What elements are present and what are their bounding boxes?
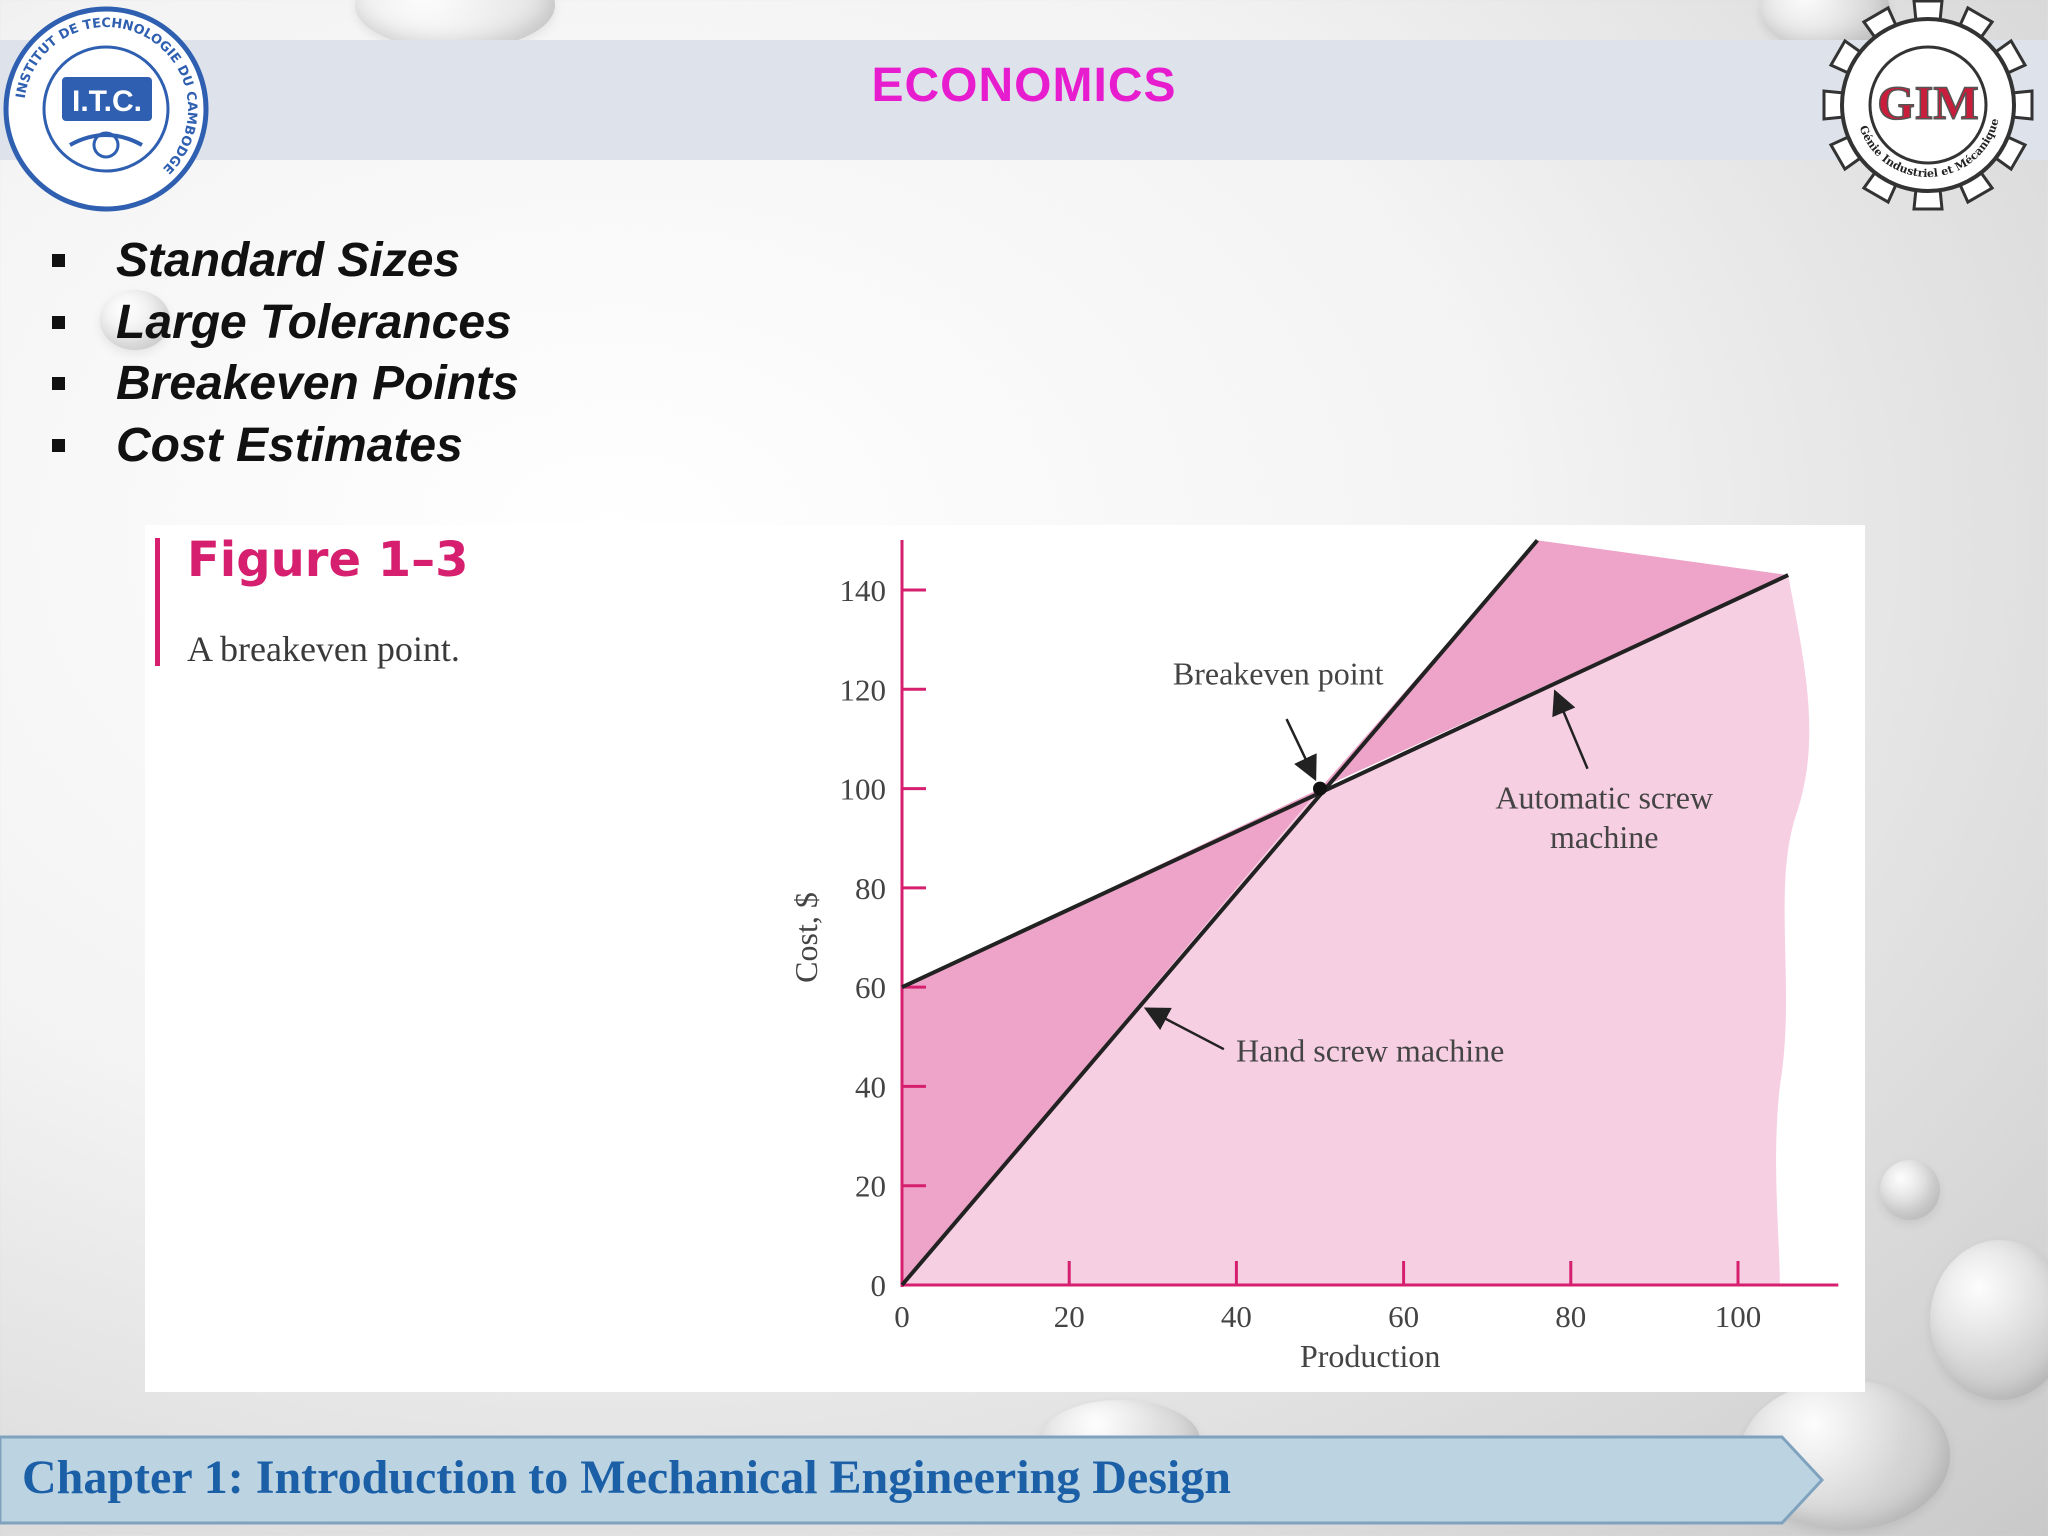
- bullet-square-icon: [52, 315, 65, 329]
- series-line-automatic-screw-machine: [901, 573, 1790, 989]
- y-tick-label: 20: [855, 1169, 886, 1204]
- chart-region-dark: [1320, 540, 1789, 789]
- footer-banner: [0, 1435, 1825, 1525]
- y-tick-label: 100: [840, 772, 887, 807]
- y-tick-label: 80: [855, 871, 886, 906]
- gim-logo-text: GIM: [1877, 77, 1978, 130]
- x-tick-label: 100: [1715, 1299, 1762, 1334]
- y-axis-label: Cost, $: [788, 892, 824, 983]
- x-tick-label: 60: [1388, 1299, 1419, 1334]
- annotation-hand-screw-machine: Hand screw machine: [1236, 1033, 1504, 1069]
- figure-label: Figure 1–3: [187, 532, 469, 588]
- annotation-arrow: [1552, 689, 1589, 770]
- decorative-bubble: [1880, 1160, 1940, 1220]
- bullet-label: Standard Sizes: [116, 234, 461, 287]
- bullet-square-icon: [52, 377, 65, 390]
- decorative-bubble: [1930, 1240, 2048, 1400]
- y-tick-label: 40: [855, 1069, 886, 1104]
- series-line-hand-screw-machine: [900, 539, 1539, 1287]
- bullet-label: Breakeven Points: [116, 357, 519, 410]
- annotation-automatic-screw-machine-line2: machine: [1550, 819, 1658, 855]
- itc-logo: INSTITUT DE TECHNOLOGIE DU CAMBODGE I.T.…: [3, 6, 209, 212]
- bullet-item: Breakeven Points: [50, 353, 519, 415]
- bullet-label: Cost Estimates: [116, 418, 463, 472]
- bullet-item: Standard Sizes: [50, 230, 519, 292]
- title-bar: [0, 40, 2048, 160]
- annotation-breakeven-point: Breakeven point: [1173, 655, 1384, 691]
- bullet-square-icon: [52, 438, 65, 452]
- x-tick-label: 40: [1221, 1299, 1252, 1334]
- y-tick-label: 140: [840, 573, 887, 608]
- annotation-arrow: [1285, 718, 1317, 782]
- bullet-item: Cost Estimates: [50, 415, 519, 477]
- figure-rule: [155, 538, 160, 666]
- annotation-arrow: [1143, 1007, 1225, 1051]
- chart-region-light: [902, 575, 1810, 1285]
- bullet-list: Standard Sizes Large Tolerances Breakeve…: [50, 230, 519, 476]
- annotation-automatic-screw-machine: Automatic screw: [1495, 779, 1713, 815]
- footer-chapter-title: Chapter 1: Introduction to Mechanical En…: [22, 1451, 1231, 1504]
- x-tick-label: 0: [894, 1299, 910, 1334]
- x-tick-label: 80: [1555, 1299, 1586, 1334]
- x-axis-label: Production: [1300, 1338, 1440, 1374]
- y-tick-label: 120: [840, 672, 887, 707]
- itc-logo-text: I.T.C.: [72, 85, 142, 118]
- gim-logo: Génie Industriel et Mécanique GIM: [1822, 0, 2034, 211]
- figure-caption: A breakeven point.: [187, 629, 460, 669]
- page-title: ECONOMICS: [871, 59, 1177, 112]
- y-tick-label: 60: [855, 970, 886, 1005]
- bullet-item: Large Tolerances: [50, 292, 519, 354]
- decorative-bubble: [100, 290, 170, 350]
- bullet-label: Large Tolerances: [116, 295, 512, 349]
- x-tick-label: 20: [1054, 1299, 1085, 1334]
- y-tick-label: 0: [871, 1268, 887, 1303]
- breakeven-point-marker: [1313, 781, 1327, 796]
- bullet-square-icon: [52, 254, 65, 267]
